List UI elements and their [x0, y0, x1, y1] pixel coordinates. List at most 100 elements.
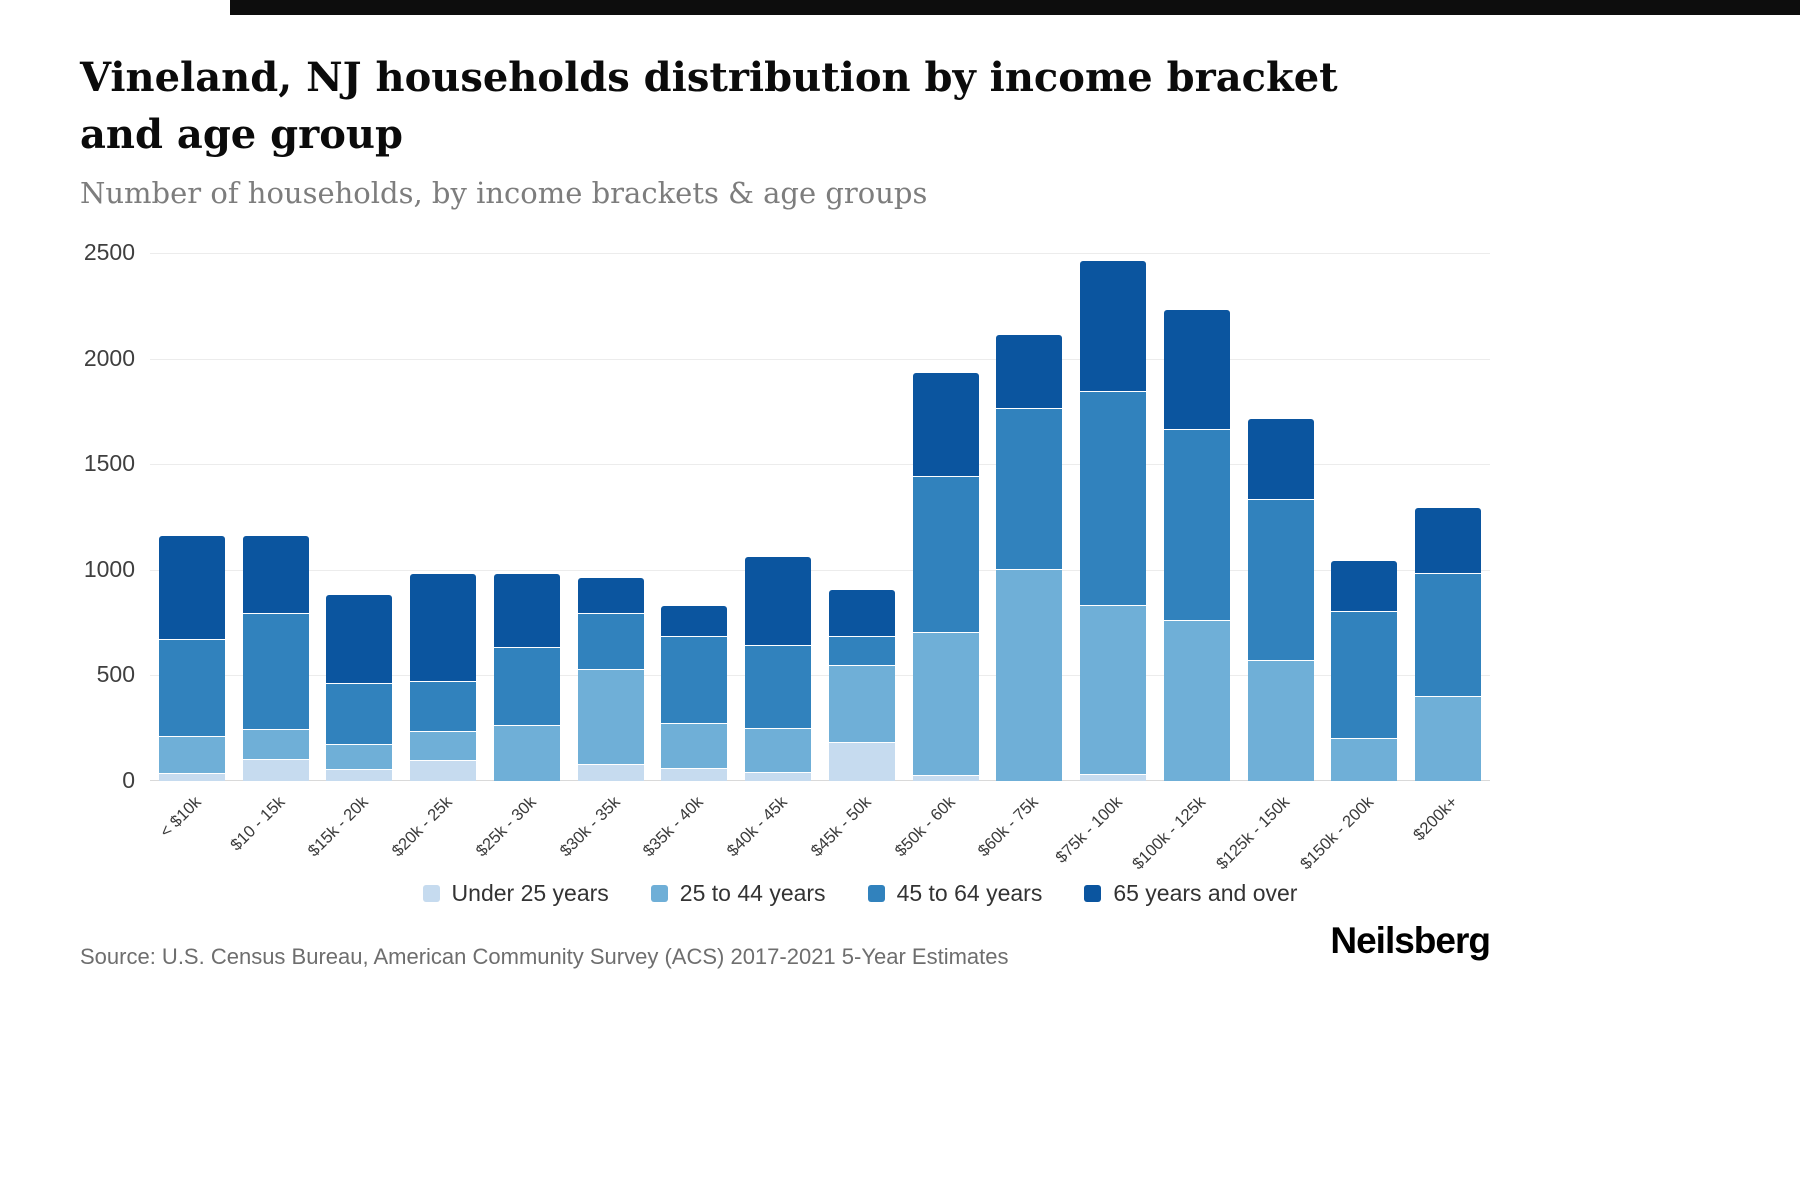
bar-segment[interactable]	[912, 775, 979, 781]
bar-segment[interactable]	[745, 772, 812, 781]
bar-segment[interactable]	[1080, 261, 1147, 393]
bar-segment[interactable]	[493, 726, 560, 781]
bar-segment[interactable]	[326, 595, 393, 684]
bar-segment[interactable]	[242, 536, 309, 615]
bar-stack-4[interactable]	[493, 574, 560, 781]
bar-stack-10[interactable]	[996, 335, 1063, 781]
x-axis-category-label: $75k - 100k	[1052, 793, 1126, 867]
bar-segment[interactable]	[1163, 310, 1230, 431]
bar-segment[interactable]	[745, 557, 812, 646]
bar-segment[interactable]	[745, 645, 812, 730]
y-axis-tick-label: 2000	[83, 344, 135, 371]
bar-segment[interactable]	[661, 723, 728, 770]
bar-segment[interactable]	[158, 736, 225, 774]
bar-segment[interactable]	[158, 773, 225, 781]
legend-label: 25 to 44 years	[679, 880, 826, 906]
bar-stack-8[interactable]	[828, 589, 895, 781]
bar-segment[interactable]	[661, 769, 728, 781]
bar-stack-12[interactable]	[1163, 310, 1230, 781]
bar-segment[interactable]	[996, 569, 1063, 781]
bar-segment[interactable]	[326, 770, 393, 781]
bar-segment[interactable]	[1331, 612, 1398, 739]
bar-segment[interactable]	[493, 574, 560, 648]
bar-segment[interactable]	[828, 637, 895, 666]
y-axis-tick-label: 2500	[83, 239, 135, 265]
bar-segment[interactable]	[912, 373, 979, 477]
source-note: Source: U.S. Census Bureau, American Com…	[80, 944, 1009, 969]
legend-item-3[interactable]: 65 years and over	[1084, 880, 1297, 907]
bar-segment[interactable]	[1247, 660, 1314, 781]
bar-stack-13[interactable]	[1247, 418, 1314, 781]
bar-stack-15[interactable]	[1415, 507, 1482, 781]
bar-segment[interactable]	[577, 578, 644, 615]
bar-segment[interactable]	[1080, 774, 1147, 781]
legend-item-0[interactable]: Under 25 years	[422, 880, 609, 907]
x-axis-category-label: $200k+	[1409, 793, 1461, 845]
bar-segment[interactable]	[493, 647, 560, 727]
bar-segment[interactable]	[661, 637, 728, 724]
bar-segment[interactable]	[1163, 620, 1230, 781]
bar-stack-5[interactable]	[577, 578, 644, 781]
bar-segment[interactable]	[661, 605, 728, 638]
legend-swatch	[867, 885, 885, 902]
bar-segment[interactable]	[326, 683, 393, 746]
bar-segment[interactable]	[828, 665, 895, 743]
bar-segment[interactable]	[1247, 418, 1314, 501]
bar-segment[interactable]	[577, 765, 644, 781]
bar-stack-14[interactable]	[1331, 561, 1398, 781]
bar-segment[interactable]	[1331, 738, 1398, 781]
gridline	[150, 675, 1490, 677]
bar-segment[interactable]	[1415, 574, 1482, 697]
bar-stack-3[interactable]	[410, 574, 477, 781]
legend-swatch	[422, 885, 440, 902]
bar-segment[interactable]	[577, 614, 644, 671]
bar-stack-1[interactable]	[242, 536, 309, 781]
bar-stack-0[interactable]	[158, 536, 225, 781]
bar-segment[interactable]	[242, 759, 309, 781]
bar-segment[interactable]	[828, 589, 895, 638]
bar-stack-7[interactable]	[745, 557, 812, 781]
brand-logo[interactable]: Neilsberg	[1330, 920, 1491, 961]
legend-label: Under 25 years	[451, 880, 609, 906]
bar-segment[interactable]	[158, 639, 225, 737]
bar-stack-11[interactable]	[1080, 261, 1147, 781]
bar-segment[interactable]	[996, 409, 1063, 570]
bar-segment[interactable]	[242, 730, 309, 760]
bar-segment[interactable]	[326, 745, 393, 771]
bar-segment[interactable]	[577, 670, 644, 766]
legend-item-2[interactable]: 45 to 64 years	[867, 880, 1042, 907]
bar-segment[interactable]	[410, 574, 477, 682]
bar-segment[interactable]	[410, 681, 477, 733]
bar-segment[interactable]	[1415, 696, 1482, 781]
x-axis-category-label: $100k - 125k	[1129, 793, 1210, 874]
gridline	[150, 358, 1490, 360]
legend-item-1[interactable]: 25 to 44 years	[650, 880, 826, 907]
bar-segment[interactable]	[410, 732, 477, 761]
bar-stack-2[interactable]	[326, 595, 393, 781]
bar-segment[interactable]	[745, 729, 812, 773]
x-axis-category-label: $150k - 200k	[1296, 793, 1378, 874]
bar-segment[interactable]	[1080, 605, 1147, 775]
bar-segment[interactable]	[912, 633, 979, 776]
bar-segment[interactable]	[410, 760, 477, 781]
bar-segment[interactable]	[1163, 430, 1230, 621]
y-axis-tick-label: 0	[122, 767, 135, 793]
gridline	[150, 569, 1490, 571]
bar-segment[interactable]	[1247, 500, 1314, 661]
y-axis-tick-label: 1500	[83, 450, 135, 477]
x-axis-category-label: $50k - 60k	[891, 793, 959, 861]
bar-segment[interactable]	[912, 476, 979, 634]
bar-segment[interactable]	[1331, 561, 1398, 613]
plot-area: 0 500 1000 1500 2000 2500 < $10k $10 - 15k $15k …	[84, 239, 1490, 873]
bar-segment[interactable]	[828, 742, 895, 781]
bar-segment[interactable]	[242, 614, 309, 731]
bar-segment[interactable]	[1080, 392, 1147, 606]
x-axis-category-label: $20k - 25k	[388, 793, 456, 861]
bar-segment[interactable]	[996, 335, 1063, 410]
bar-segment[interactable]	[158, 536, 225, 640]
gridline	[150, 253, 1490, 254]
bar-segment[interactable]	[1415, 507, 1482, 575]
bar-stack-6[interactable]	[661, 605, 728, 781]
bar-stack-9[interactable]	[912, 373, 979, 781]
legend-swatch	[1084, 885, 1102, 902]
